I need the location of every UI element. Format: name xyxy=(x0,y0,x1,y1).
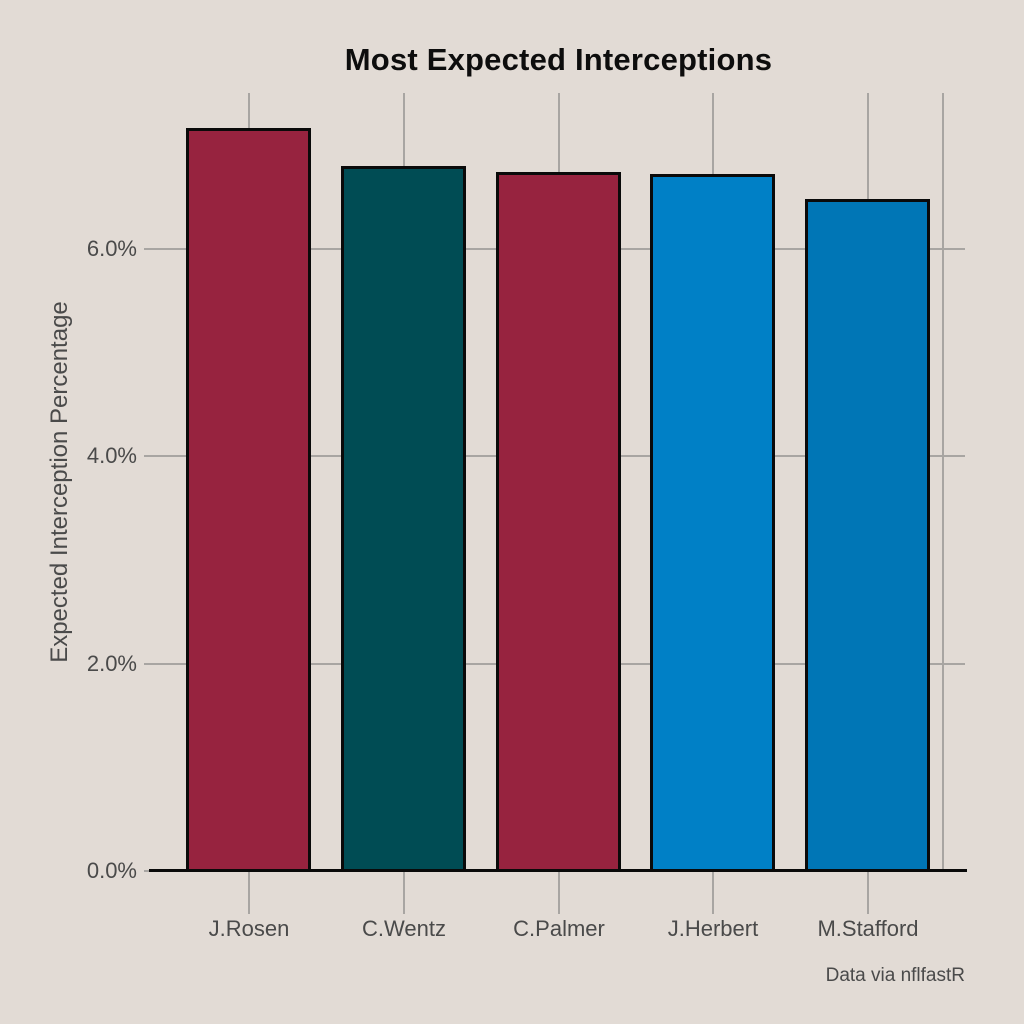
x-axis-tick xyxy=(248,872,250,914)
x-axis-category-label: J.Herbert xyxy=(667,916,759,941)
vertical-gridline xyxy=(942,93,944,871)
x-axis-tick xyxy=(403,872,405,914)
y-axis-tick xyxy=(144,663,152,665)
x-axis-category-label: M.Stafford xyxy=(817,916,919,941)
y-axis-tick xyxy=(144,455,152,457)
y-axis-tick xyxy=(144,870,152,872)
bar-m-stafford xyxy=(805,199,930,871)
x-axis-tick xyxy=(867,872,869,914)
chart-title: Most Expected Interceptions xyxy=(344,42,773,77)
y-axis-tick-label: 4.0% xyxy=(86,443,137,468)
x-axis-category-label: J.Rosen xyxy=(208,916,290,941)
x-axis-tick xyxy=(712,872,714,914)
y-axis-tick-label: 0.0% xyxy=(86,858,137,883)
bar-c-palmer xyxy=(496,172,621,871)
data-source-caption: Data via nflfastR xyxy=(825,965,965,986)
x-axis-tick xyxy=(558,872,560,914)
x-axis-line xyxy=(149,869,967,872)
y-axis-tick xyxy=(144,248,152,250)
x-axis-category-label: C.Palmer xyxy=(513,916,605,941)
bar-j-herbert xyxy=(650,174,775,871)
y-axis-tick-label: 2.0% xyxy=(86,651,137,676)
bar-c-wentz xyxy=(341,166,466,871)
y-axis-tick-label: 6.0% xyxy=(86,236,137,261)
bar-j-rosen xyxy=(186,128,311,871)
x-axis-category-label: C.Wentz xyxy=(362,916,446,941)
